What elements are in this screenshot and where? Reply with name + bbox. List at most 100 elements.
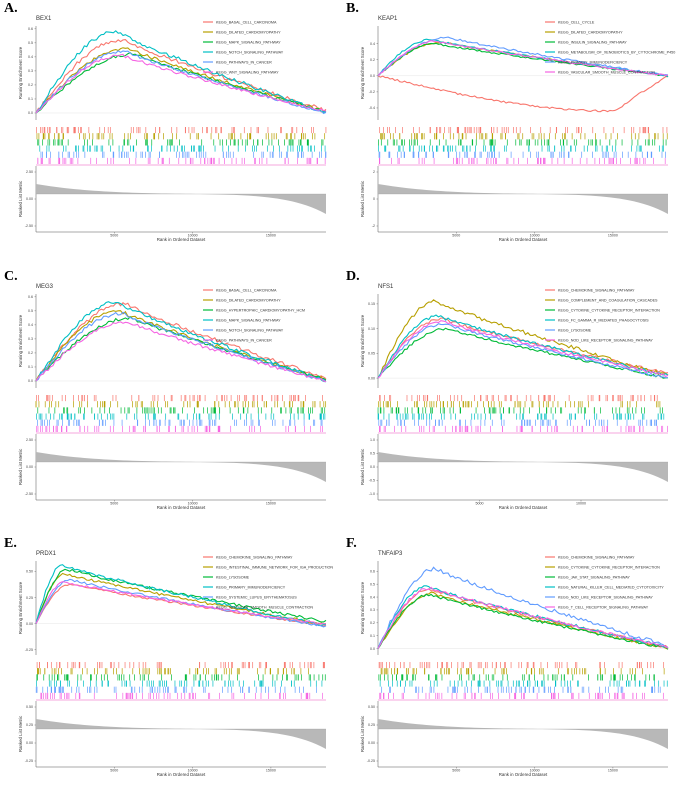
es-y-tick-label: 0.4: [28, 323, 33, 327]
hit-row: [378, 139, 667, 146]
x-tick-label: 15000: [608, 769, 618, 773]
es-y-tick-label: 0.0: [28, 111, 33, 115]
es-line-series-3: [35, 52, 327, 114]
es-y-tick-label: 0.2: [28, 83, 33, 87]
legend-label: KEGG_MAPK_SIGNALING_PATHWAY: [216, 40, 281, 44]
es-y-tick-label: 0.00: [26, 622, 33, 626]
metric-y-tick-label: 0.50: [26, 705, 33, 709]
es-y-tick-label: 0.4: [370, 595, 375, 599]
es-y-tick-label: 0.5: [370, 582, 375, 586]
panel-keap1: B. KEAP1 0.4 0.2 0.0 -0.2 -0.4 Running Enrichme…: [346, 1, 675, 242]
es-y-tick-label: 0.1: [28, 365, 33, 369]
es-y-tick-label: 0.5: [28, 309, 33, 313]
es-y-tick-label: 0.50: [26, 570, 33, 574]
x-tick-label: 15000: [266, 502, 276, 506]
legend-label: KEGG_PRIMARY_IMMUNODEFICIENCY: [216, 585, 286, 589]
es-line-series-5: [35, 311, 327, 383]
es-y-tick-label: 0.2: [28, 351, 33, 355]
legend-label: KEGG_NOD_LIKE_RECEPTOR_SIGNALING_PATHWAY: [558, 595, 653, 599]
hit-row: [379, 680, 668, 687]
es-y-tick-label: 0.25: [26, 596, 33, 600]
es-line-series-1: [377, 75, 669, 113]
ranked-metric-area: [36, 452, 326, 482]
hit-row: [36, 133, 326, 140]
es-y-tick-label: 0.3: [28, 69, 33, 73]
es-y-tick-label: -0.2: [369, 90, 375, 94]
hit-row: [379, 692, 664, 699]
gene-title: MEG3: [36, 284, 54, 290]
hit-row: [37, 419, 323, 426]
metric-y-tick-label: -2.50: [25, 224, 33, 228]
gene-title: NFS1: [378, 284, 394, 290]
es-y-tick-label: 0.0: [370, 74, 375, 78]
metric-y-tick-label: 0.25: [368, 723, 375, 727]
hit-row: [36, 425, 323, 432]
metric-y-tick-label: 0.25: [26, 723, 33, 727]
legend-label: KEGG_MAPK_SIGNALING_PATHWAY: [216, 318, 281, 322]
ranked-metric-area: [378, 719, 668, 749]
hit-row: [40, 151, 327, 158]
panel-nfs1: D. NFS1 0.15 0.10 0.05 0.00 Running Enrichment…: [346, 269, 669, 510]
gene-title: PRDX1: [36, 551, 57, 557]
metric-y-tick-label: -2.50: [25, 492, 33, 496]
hit-row: [378, 151, 666, 158]
hit-row: [39, 145, 326, 152]
legend-label: KEGG_DILATED_CARDIOMYOPATHY: [558, 30, 623, 34]
x-tick-label: 15000: [266, 769, 276, 773]
panel-prdx1: E. PRDX1 0.50 0.25 0.00 -0.25 Running Enrichme…: [4, 536, 333, 777]
hit-row: [379, 425, 668, 432]
metric-y-tick-label: 0.00: [26, 465, 33, 469]
panel-label: C.: [4, 269, 18, 284]
metric-y-tick-label: 0: [373, 197, 375, 201]
hit-row: [377, 413, 665, 420]
x-tick-label: 15000: [608, 234, 618, 238]
legend-label: KEGG_CYTOKINE_CYTOKINE_RECEPTOR_INTERACT…: [558, 308, 660, 312]
es-y-tick-label: -0.25: [25, 648, 33, 652]
legend-label: KEGG_BASAL_CELL_CARCINOMA: [216, 20, 277, 24]
es-line-series-4: [35, 564, 327, 627]
es-y-tick-label: 0.1: [28, 97, 33, 101]
legend-label: KEGG_LYSOSOME: [558, 328, 592, 332]
hit-row: [40, 692, 323, 699]
metric-y-label: Ranked List Metric: [360, 180, 365, 217]
es-y-tick-label: 0.2: [370, 621, 375, 625]
es-y-tick-label: 0.6: [370, 570, 375, 574]
x-tick-label: 10000: [530, 769, 540, 773]
legend-label: KEGG_JAK_STAT_SIGNALING_PATHWAY: [558, 575, 630, 579]
metric-y-tick-label: 0.00: [26, 741, 33, 745]
ranked-metric-area: [378, 184, 668, 214]
legend-label: KEGG_CYTOKINE_CYTOKINE_RECEPTOR_INTERACT…: [558, 565, 660, 569]
x-tick-label: 10000: [188, 234, 198, 238]
x-label: Rank in Ordered Dataset: [499, 505, 548, 510]
x-label: Rank in Ordered Dataset: [157, 237, 206, 242]
x-tick-label: 5000: [110, 769, 118, 773]
hit-row: [377, 407, 663, 414]
hit-row: [380, 668, 665, 675]
es-line-series-4: [377, 585, 669, 649]
panel-tnfaip3: F. TNFAIP3 0.6 0.5 0.4 0.3 0.2 0.1 0.0 Running En…: [346, 536, 669, 777]
legend-label: KEGG_CHEMOKINE_SIGNALING_PATHWAY: [216, 555, 293, 559]
metric-y-tick-label: 0.0: [370, 465, 375, 469]
es-line-series-3: [377, 327, 669, 379]
legend-label: KEGG_BASAL_CELL_CARCINOMA: [216, 288, 277, 292]
hit-row: [36, 662, 325, 669]
metric-y-tick-label: 2: [373, 170, 375, 174]
hit-row: [378, 674, 655, 681]
hit-row: [378, 145, 664, 152]
legend-label: KEGG_PRIMARY_IMMUNODEFICIENCY: [558, 60, 628, 64]
es-y-tick-label: 0.05: [368, 352, 375, 356]
hit-row: [379, 127, 668, 134]
gene-title: KEAP1: [378, 16, 398, 22]
es-y-label: Running Enrichment Score: [360, 46, 365, 99]
es-y-tick-label: 0.3: [370, 608, 375, 612]
metric-y-label: Ranked List Metric: [18, 180, 23, 217]
x-tick-label: 10000: [188, 769, 198, 773]
legend-label: KEGG_NOTCH_SIGNALING_PATHWAY: [216, 50, 284, 54]
es-y-tick-label: 0.0: [28, 379, 33, 383]
metric-y-tick-label: -0.5: [369, 479, 375, 483]
es-line-series-6: [377, 320, 669, 379]
es-y-tick-label: 0.10: [368, 327, 375, 331]
panel-label: E.: [4, 536, 17, 551]
metric-y-label: Ranked List Metric: [18, 448, 23, 485]
